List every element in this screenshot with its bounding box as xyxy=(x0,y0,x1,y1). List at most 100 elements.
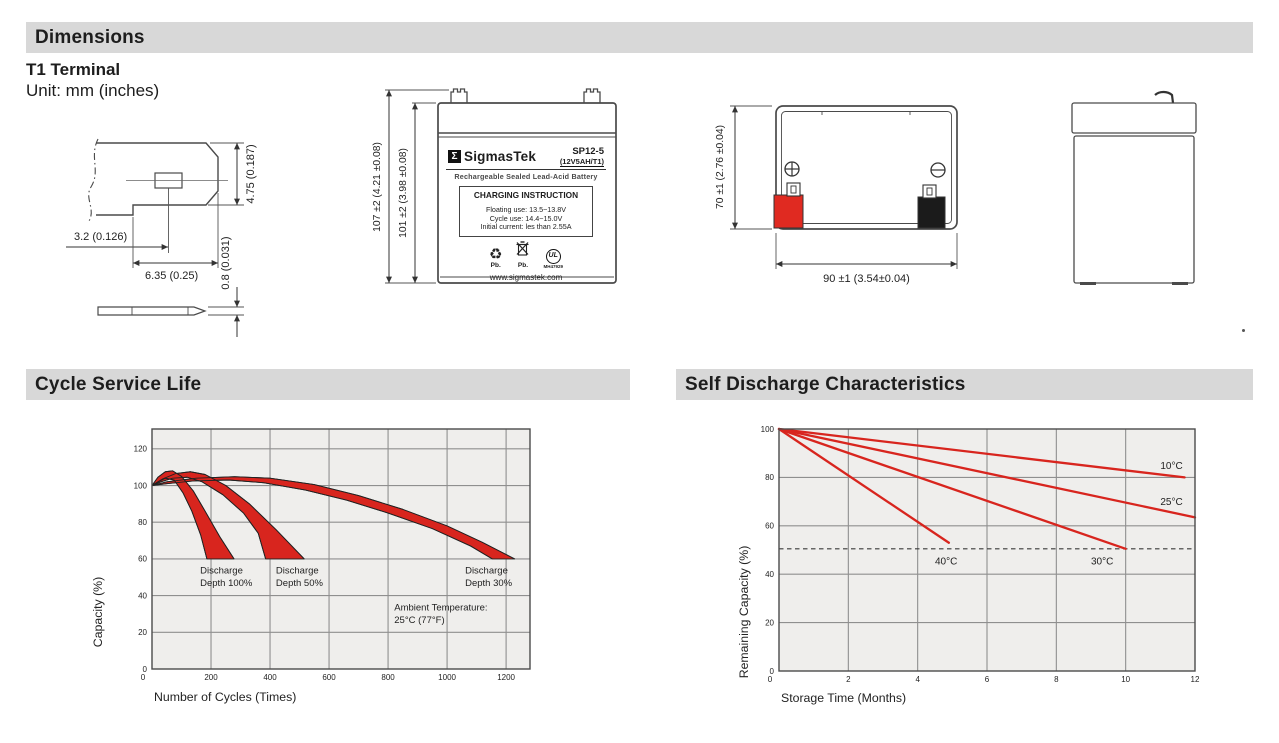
y-tick-label: 100 xyxy=(134,481,148,490)
negative-terminal-symbol xyxy=(930,162,946,178)
crossed-bin-icon xyxy=(516,241,529,256)
battery-label: Σ SigmasTek SP12-5 (12V5AH/T1) Rechargea… xyxy=(446,145,606,282)
side-outline xyxy=(1071,90,1197,285)
series-label: 40°C xyxy=(935,557,957,568)
plot-border xyxy=(778,428,1196,672)
series-label: 30°C xyxy=(1091,557,1113,568)
sigma-logo-icon: Σ xyxy=(448,150,461,163)
y-tick-label: 40 xyxy=(765,570,774,579)
y-tick-label: 60 xyxy=(138,555,147,564)
bin-pb-label: Pb. xyxy=(517,261,529,269)
series-line xyxy=(777,427,1127,550)
label-icons-row: ♻ Pb. Pb. UL MH47929 xyxy=(446,241,606,269)
dim-thickness-label: 0.8 (0.031) xyxy=(220,236,232,289)
x-axis-title: Storage Time (Months) xyxy=(781,691,906,705)
dimensions-section-header: Dimensions xyxy=(26,22,1253,53)
dim-90: 90 ±1 (3.54±0.04) xyxy=(775,233,958,285)
self-discharge-chart: 10°C 25°C 30°C 40°C 0 20 40 60 80 100 0 2 4 6 8 10 12 Rem… xyxy=(737,425,1200,705)
dim-101: 101 ±2 (3.98 ±0.08) xyxy=(398,102,436,283)
dim-4-75: 4.75 (0.187) xyxy=(208,142,257,206)
positive-terminal-symbol xyxy=(784,161,800,177)
self-discharge-section-header: Self Discharge Characteristics xyxy=(676,369,1253,400)
recycle-pb-label: Pb. xyxy=(490,261,501,269)
dim-107: 107 ±2 (4.21 ±0.08) xyxy=(372,89,449,284)
dim-0-8: 0.8 (0.031) xyxy=(208,236,244,337)
ul-file-number: MH47929 xyxy=(543,263,563,269)
dim-6-35: 6.35 (0.25) xyxy=(132,193,219,282)
dim-hole-offset-label: 3.2 (0.126) xyxy=(74,231,127,243)
y-tick-label: 0 xyxy=(770,667,775,676)
series-label: 25°C xyxy=(1160,497,1182,508)
y-tick-label: 80 xyxy=(138,518,147,527)
y-tick-label: 20 xyxy=(765,618,774,627)
dimensions-title: Dimensions xyxy=(35,27,145,48)
y-tick-label: 120 xyxy=(134,445,148,454)
top-outline xyxy=(775,105,958,230)
y-tick-label: 20 xyxy=(138,628,147,637)
y-axis-title: Capacity (%) xyxy=(91,577,105,647)
x-tick-label: 200 xyxy=(204,673,218,682)
x-tick-label: 1000 xyxy=(438,673,456,682)
cycle-service-life-title: Cycle Service Life xyxy=(35,374,202,395)
ul-mark-icon: UL xyxy=(545,248,561,264)
dim-overall-height-label: 107 ±2 (4.21 ±0.08) xyxy=(372,142,383,232)
y-axis-title: Remaining Capacity (%) xyxy=(737,546,751,679)
series-line xyxy=(777,427,1197,519)
band-edge-curve xyxy=(151,470,235,560)
y-tick-label: 0 xyxy=(143,665,148,674)
charging-line: Cycle use: 14.4~15.0V xyxy=(489,213,563,223)
y-tick-label: 100 xyxy=(761,425,775,434)
chart-annotation: Depth 50% xyxy=(276,578,324,589)
battery-rating: (12V5AH/T1) xyxy=(559,157,604,167)
terminal-dimension-drawing: 4.75 (0.187) 3.2 (0.126) 6.35 (0.25) 0.8… xyxy=(66,138,257,337)
front-outline xyxy=(437,88,617,284)
band-edge-curve xyxy=(151,471,305,560)
battery-side-view xyxy=(1071,90,1197,285)
band-edge-curve xyxy=(151,479,493,560)
battery-type-line: Rechargeable Sealed Lead-Acid Battery xyxy=(454,172,598,181)
x-tick-label: 0 xyxy=(768,675,773,684)
x-tick-label: 10 xyxy=(1121,675,1130,684)
stray-dot xyxy=(1242,329,1245,332)
website-url: www.sigmastek.com xyxy=(489,272,563,282)
charging-title: CHARGING INSTRUCTION xyxy=(473,190,579,200)
x-tick-label: 800 xyxy=(381,673,395,682)
model-number: SP12-5 xyxy=(572,146,604,157)
chart-annotation: Ambient Temperature: xyxy=(394,602,487,613)
dim-height-label: 4.75 (0.187) xyxy=(245,144,257,203)
x-tick-label: 8 xyxy=(1054,675,1059,684)
unit-note: Unit: mm (inches) xyxy=(26,81,160,100)
x-tick-label: 400 xyxy=(263,673,277,682)
chart-annotation: Discharge xyxy=(465,566,508,577)
series-label: 10°C xyxy=(1160,461,1182,472)
dim-width-label: 6.35 (0.25) xyxy=(145,270,198,282)
positive-terminal xyxy=(773,182,804,229)
break-line xyxy=(88,138,99,222)
chart-annotation: Discharge xyxy=(276,566,319,577)
x-tick-label: 4 xyxy=(915,675,920,684)
chart-annotation: Depth 30% xyxy=(465,578,513,589)
x-tick-label: 6 xyxy=(985,675,990,684)
charging-instruction-box: CHARGING INSTRUCTION Floating use: 13.5~… xyxy=(459,186,593,237)
y-tick-label: 40 xyxy=(138,591,147,600)
dim-length-label: 90 ±1 (3.54±0.04) xyxy=(823,273,910,285)
band-edge-curve xyxy=(151,476,267,560)
cycle-service-life-section-header: Cycle Service Life xyxy=(26,369,630,400)
dim-70: 70 ±1 (2.76 ±0.04) xyxy=(715,105,772,230)
charging-line: Initial current: les than 2.55A xyxy=(480,222,572,232)
chart-annotation: Discharge xyxy=(200,566,243,577)
plot-border xyxy=(151,428,531,670)
y-tick-label: 80 xyxy=(765,473,774,482)
terminal-side-view xyxy=(97,306,207,316)
series-line xyxy=(777,427,1186,479)
chart-annotation: Depth 100% xyxy=(200,578,253,589)
battery-top-view: 70 ±1 (2.76 ±0.04) 90 ±1 (3.54±0.04) xyxy=(715,105,958,285)
band-edge-curve xyxy=(151,476,515,560)
brand-name: SigmasTek xyxy=(464,149,537,164)
recycle-icon: ♻ xyxy=(489,245,503,263)
y-tick-label: 60 xyxy=(765,522,774,531)
terminal-top-view xyxy=(88,138,228,222)
charging-line: Floating use: 13.5~13.8V xyxy=(485,205,567,214)
